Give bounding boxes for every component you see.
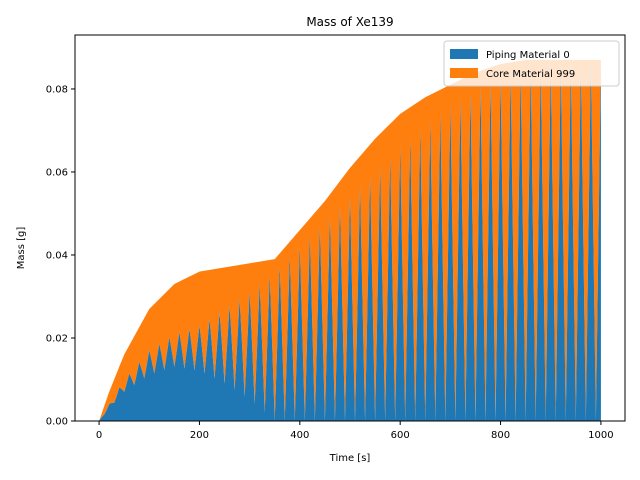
legend: Piping Material 0 Core Material 999 (443, 40, 620, 87)
axes: 0 200 400 600 800 1000 0.00 0.02 0.04 0.06 0.08 (46, 34, 626, 441)
plot-areas (99, 59, 601, 422)
x-tick-label: 1000 (588, 430, 613, 441)
x-tick-label: 400 (290, 430, 309, 441)
chart-title: Mass of Xe139 (306, 15, 393, 29)
x-tick-label: 800 (491, 430, 510, 441)
legend-label: Piping Material 0 (486, 50, 570, 61)
series-piping-material-area (99, 59, 601, 422)
legend-box (443, 40, 620, 87)
legend-swatch (450, 68, 478, 78)
legend-swatch (450, 49, 478, 59)
y-tick-label: 0.08 (46, 84, 68, 95)
plot-frame (74, 34, 626, 422)
x-tick-label: 600 (391, 430, 410, 441)
legend-label: Core Material 999 (486, 69, 575, 80)
y-tick-label: 0.04 (46, 250, 68, 261)
y-tick-label: 0.02 (46, 333, 68, 344)
series-core-material-area (99, 59, 601, 422)
x-axis-label: Time [s] (329, 453, 371, 464)
x-tick-label: 0 (96, 430, 102, 441)
y-tick-label: 0.06 (46, 167, 68, 178)
y-tick-label: 0.00 (46, 417, 68, 428)
y-axis-label: Mass [g] (16, 227, 27, 270)
x-tick-label: 200 (190, 430, 209, 441)
